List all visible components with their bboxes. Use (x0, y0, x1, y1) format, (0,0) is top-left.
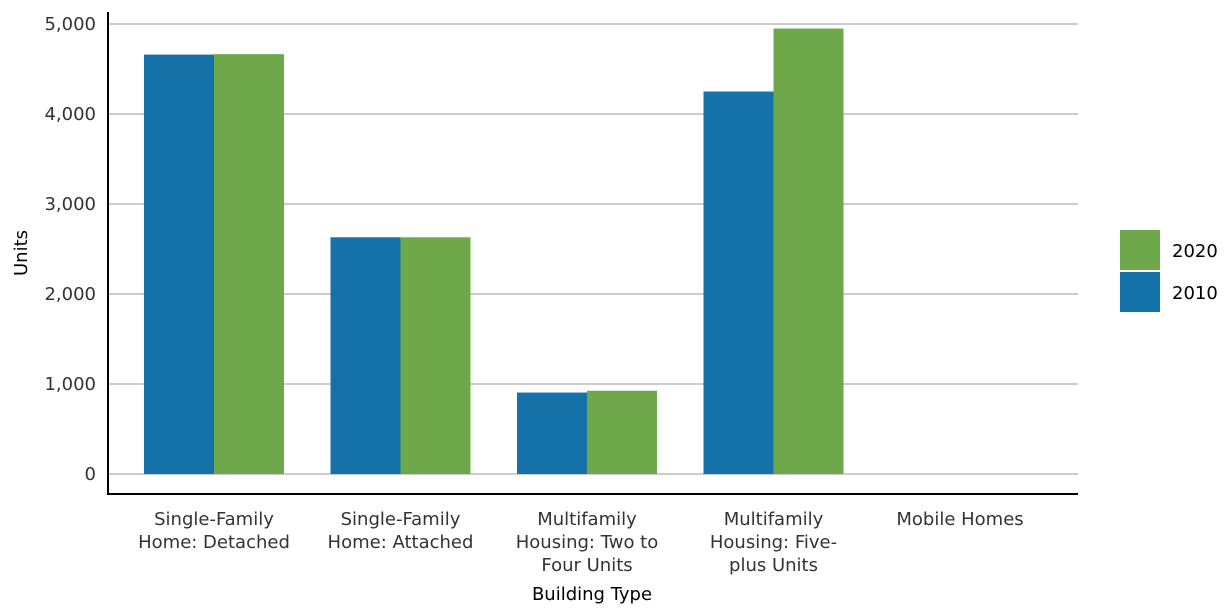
bar-2010-3 (517, 392, 587, 474)
legend: 2020 2010 (1120, 230, 1218, 312)
bar-2010-4 (703, 91, 774, 474)
y-tick-label: 0 (85, 464, 96, 485)
bar-2020-4 (773, 28, 844, 474)
y-tick-label: 4,000 (44, 104, 96, 125)
y-axis-title: Units (11, 230, 32, 276)
x-tick-labels: Single-Family Home: Detached Single-Family… (138, 509, 1024, 576)
y-tick-labels: 0 1,000 2,000 3,000 4,000 5,000 (44, 14, 96, 485)
bar-2010-1 (144, 54, 214, 474)
y-tick-label: 3,000 (44, 194, 96, 215)
x-tick-label: Single-Family Home: Attached (328, 509, 474, 553)
x-tick-label: Multifamily Housing: Five-plus Units (710, 509, 837, 576)
legend-swatch-2020 (1120, 230, 1160, 270)
x-tick-label: Single-Family Home: Detached (138, 509, 290, 553)
bar-2020-1 (214, 54, 284, 475)
y-tick-label: 5,000 (44, 14, 96, 35)
x-tick-label: Multifamily Housing: Two to Four Units (516, 509, 659, 576)
axes (107, 12, 1078, 495)
y-tick-label: 1,000 (44, 374, 96, 395)
legend-label-2010: 2010 (1172, 283, 1218, 304)
bar-2020-3 (587, 390, 657, 474)
legend-swatch-2010 (1120, 272, 1160, 312)
bar-2020-2 (400, 237, 471, 474)
x-tick-label: Mobile Homes (896, 509, 1023, 530)
y-tick-label: 2,000 (44, 284, 96, 305)
bars (144, 28, 844, 475)
legend-label-2020: 2020 (1172, 241, 1218, 262)
x-axis-title: Building Type (532, 584, 652, 605)
bar-2010-2 (330, 237, 401, 474)
